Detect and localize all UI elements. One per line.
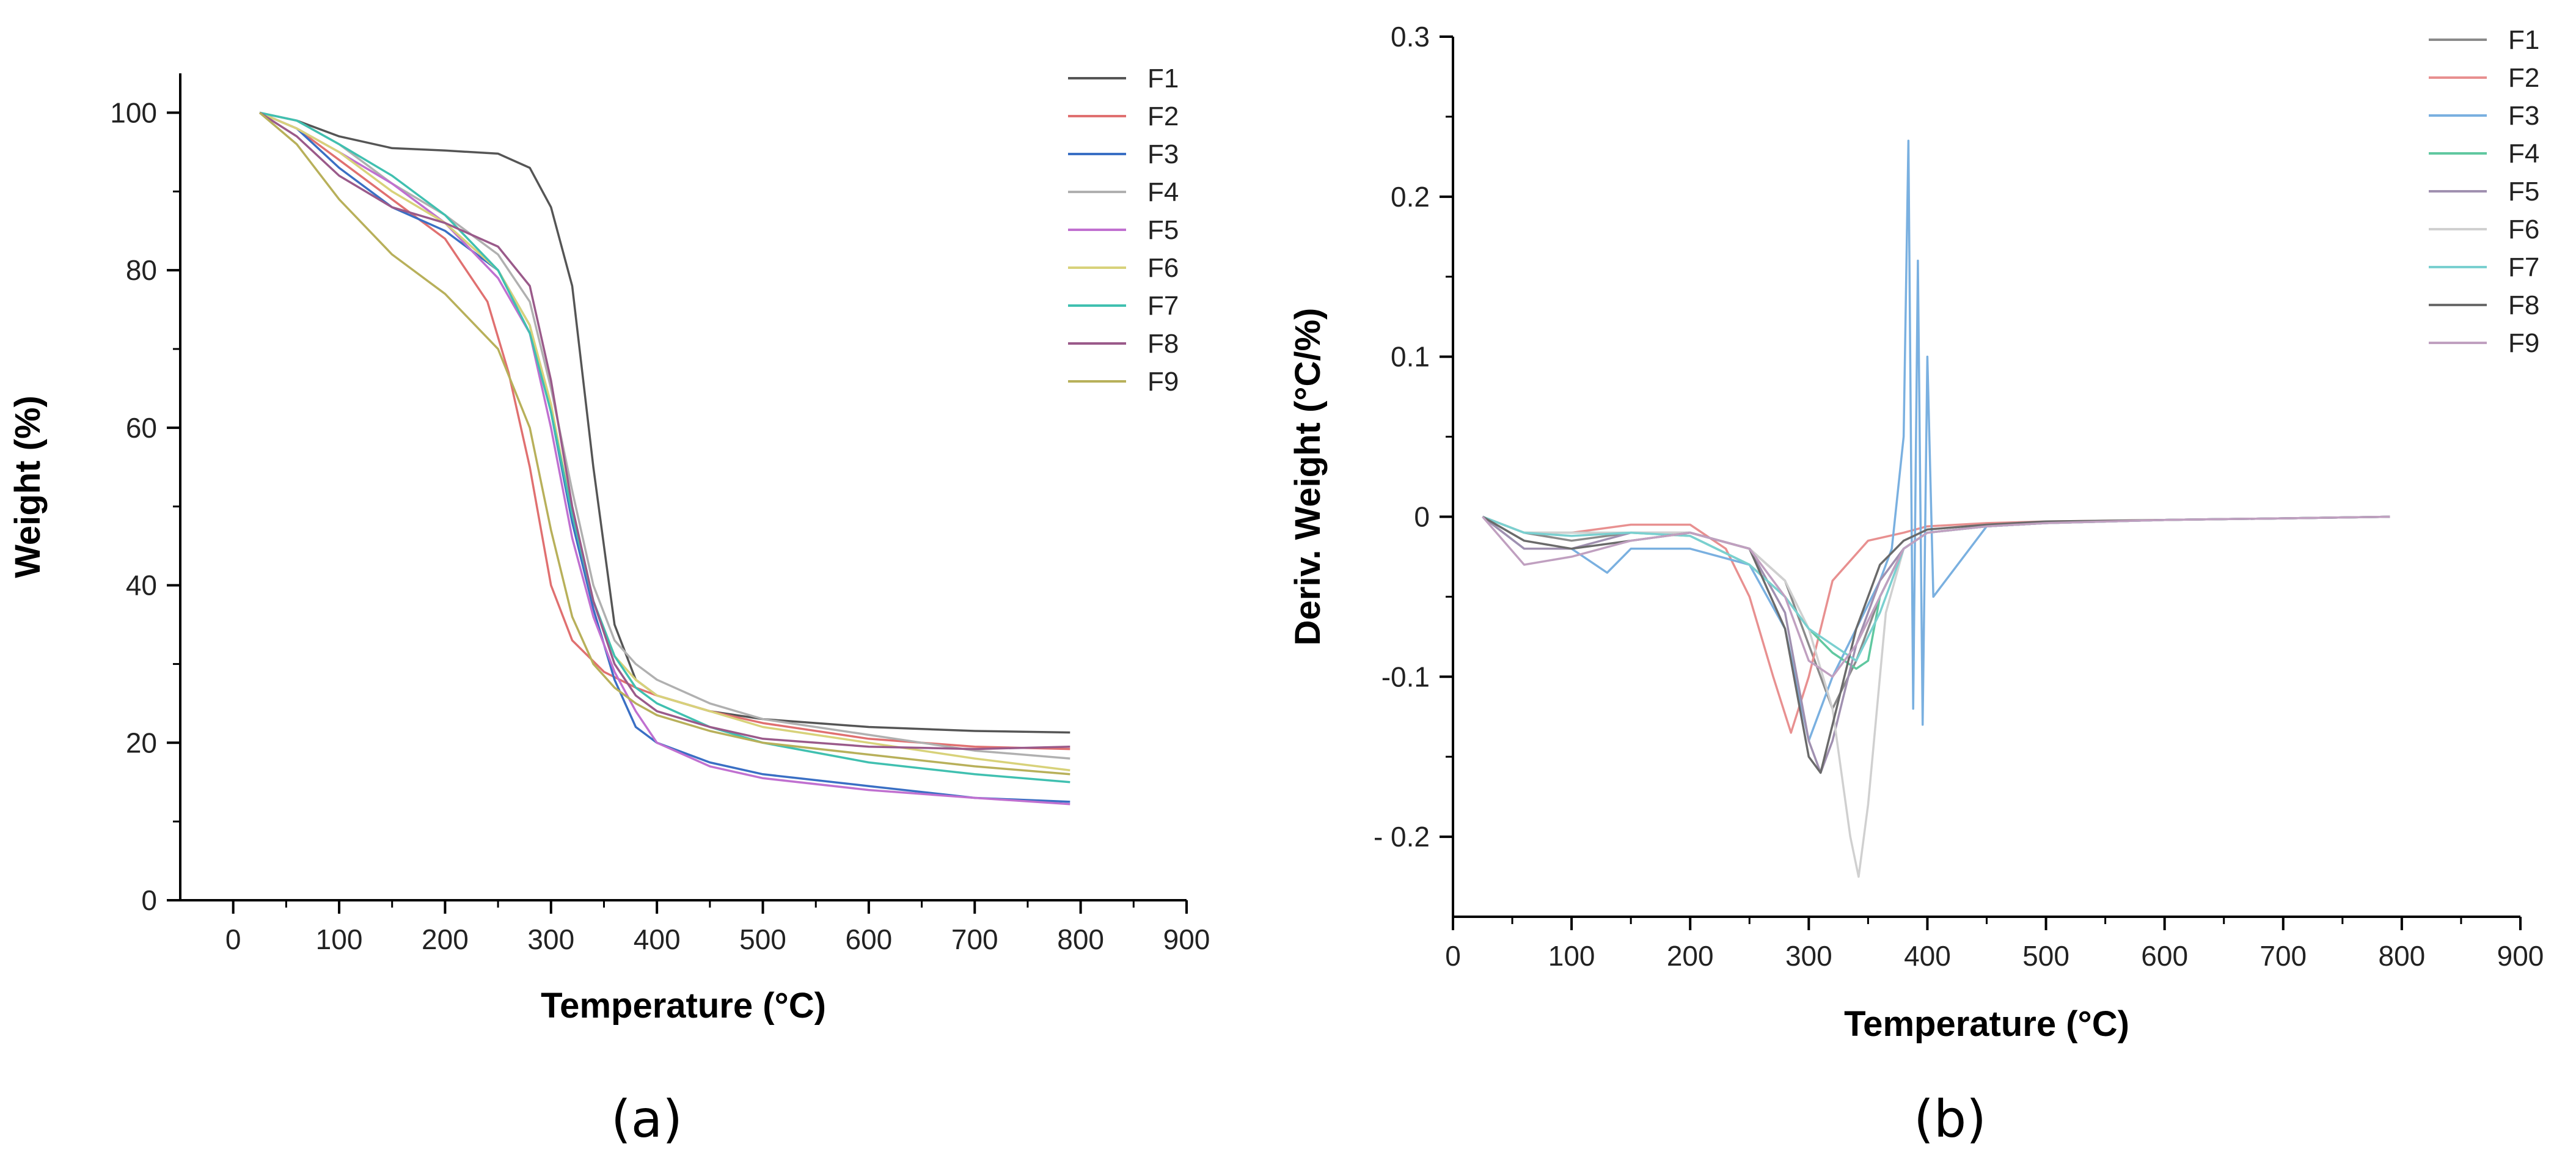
chart-b-x-tick-label: 0 bbox=[1445, 940, 1461, 972]
chart-b-y-tick-label: 0 bbox=[1414, 501, 1430, 532]
chart-b-legend-label-f8: F8 bbox=[2508, 290, 2539, 320]
chart-a-x-tick-label: 700 bbox=[951, 923, 998, 955]
chart-b-x-tick-label: 600 bbox=[2141, 940, 2188, 972]
chart-a-x-tick-label: 500 bbox=[739, 923, 786, 955]
chart-a-x-tick-label: 400 bbox=[634, 923, 681, 955]
chart-b-deriv-weight-vs-temperature: 0 100 200 300 400 500 600 700 800 900 - 0.2 -0.1 0 0.… bbox=[1288, 21, 2544, 1149]
chart-a-y-tick-label: 0 bbox=[141, 884, 157, 916]
chart-b-legend-label-f2: F2 bbox=[2508, 63, 2539, 93]
chart-b-x-tick-label: 700 bbox=[2259, 940, 2307, 972]
chart-a-legend-label-f7: F7 bbox=[1147, 291, 1179, 321]
chart-a-x-axis-title: Temperature (°C) bbox=[541, 986, 826, 1026]
chart-a-legend-label-f9: F9 bbox=[1147, 367, 1179, 397]
chart-b-legend-label-f3: F3 bbox=[2508, 101, 2539, 131]
chart-a-x-tick-label: 0 bbox=[225, 923, 241, 955]
chart-a-x-tick-label: 300 bbox=[527, 923, 574, 955]
chart-b-plot-area bbox=[1482, 139, 2390, 878]
chart-a-y-tick-label: 100 bbox=[110, 97, 157, 128]
chart-a-series-f9 bbox=[258, 112, 1070, 776]
chart-b-y-tick-label: -0.1 bbox=[1381, 661, 1430, 692]
chart-b-x-tick-label: 400 bbox=[1904, 940, 1951, 972]
chart-a-x-tick-label: 800 bbox=[1057, 923, 1104, 955]
chart-a-panel-label: (a) bbox=[611, 1089, 682, 1149]
chart-a-legend-label-f5: F5 bbox=[1147, 215, 1179, 245]
chart-b-y-tick-label: 0.3 bbox=[1391, 21, 1430, 53]
chart-a-legend-label-f4: F4 bbox=[1147, 177, 1179, 207]
chart-b-legend-label-f1: F1 bbox=[2508, 25, 2539, 55]
chart-b-legend-label-f6: F6 bbox=[2508, 215, 2539, 244]
chart-b-legend-label-f5: F5 bbox=[2508, 177, 2539, 207]
chart-a-series-f8 bbox=[259, 111, 1070, 751]
chart-a-series-f1 bbox=[259, 111, 1070, 734]
chart-a-y-axis-title: Weight (%) bbox=[8, 395, 48, 578]
chart-a-legend-label-f2: F2 bbox=[1147, 101, 1179, 131]
chart-b-x-tick-label: 800 bbox=[2379, 940, 2426, 972]
chart-a-legend-label-f1: F1 bbox=[1147, 64, 1179, 94]
chart-a-plot-area bbox=[258, 111, 1070, 806]
chart-b-x-axis-title: Temperature (°C) bbox=[1844, 1004, 2129, 1044]
chart-a-series-f2 bbox=[259, 111, 1070, 751]
chart-a-series-f5 bbox=[259, 111, 1070, 806]
chart-a-series-f3 bbox=[259, 111, 1070, 803]
chart-a-y-tick-label: 60 bbox=[126, 412, 157, 444]
chart-a-legend-label-f6: F6 bbox=[1147, 253, 1179, 283]
chart-b-legend-label-f9: F9 bbox=[2508, 328, 2539, 358]
chart-b-legend-label-f4: F4 bbox=[2508, 139, 2539, 169]
chart-b-x-tick-label: 100 bbox=[1548, 940, 1595, 972]
chart-a-y-tick-label: 40 bbox=[126, 570, 157, 601]
chart-b-y-tick-label: 0.1 bbox=[1391, 341, 1430, 373]
chart-b-y-tick-label: 0.2 bbox=[1391, 181, 1430, 213]
chart-a-x-tick-label: 200 bbox=[422, 923, 469, 955]
chart-a-legend-label-f3: F3 bbox=[1147, 139, 1179, 169]
chart-a-x-tick-label: 900 bbox=[1163, 923, 1210, 955]
chart-a-x-tick-label: 100 bbox=[316, 923, 363, 955]
chart-a-series-f4 bbox=[259, 111, 1070, 760]
chart-a-legend-label-f8: F8 bbox=[1147, 329, 1179, 359]
chart-b-x-tick-label: 900 bbox=[2497, 940, 2544, 972]
chart-a-x-tick-label: 600 bbox=[846, 923, 893, 955]
chart-a-y-tick-label: 80 bbox=[126, 254, 157, 286]
chart-b-x-tick-label: 500 bbox=[2022, 940, 2069, 972]
chart-b-x-tick-label: 300 bbox=[1785, 940, 1832, 972]
chart-b-y-axis-title: Deriv. Weight (°C/%) bbox=[1288, 308, 1328, 646]
chart-a-weight-vs-temperature: 0 100 200 300 400 500 600 700 800 900 0 20 40 60 80 100… bbox=[8, 64, 1210, 1149]
chart-b-series-f9 bbox=[1482, 515, 2390, 678]
chart-b-y-tick-label: - 0.2 bbox=[1374, 821, 1430, 853]
chart-a-y-tick-label: 20 bbox=[126, 727, 157, 758]
chart-b-x-tick-label: 200 bbox=[1667, 940, 1714, 972]
chart-b-legend-label-f7: F7 bbox=[2508, 252, 2539, 282]
chart-b-panel-label: (b) bbox=[1914, 1089, 1986, 1149]
